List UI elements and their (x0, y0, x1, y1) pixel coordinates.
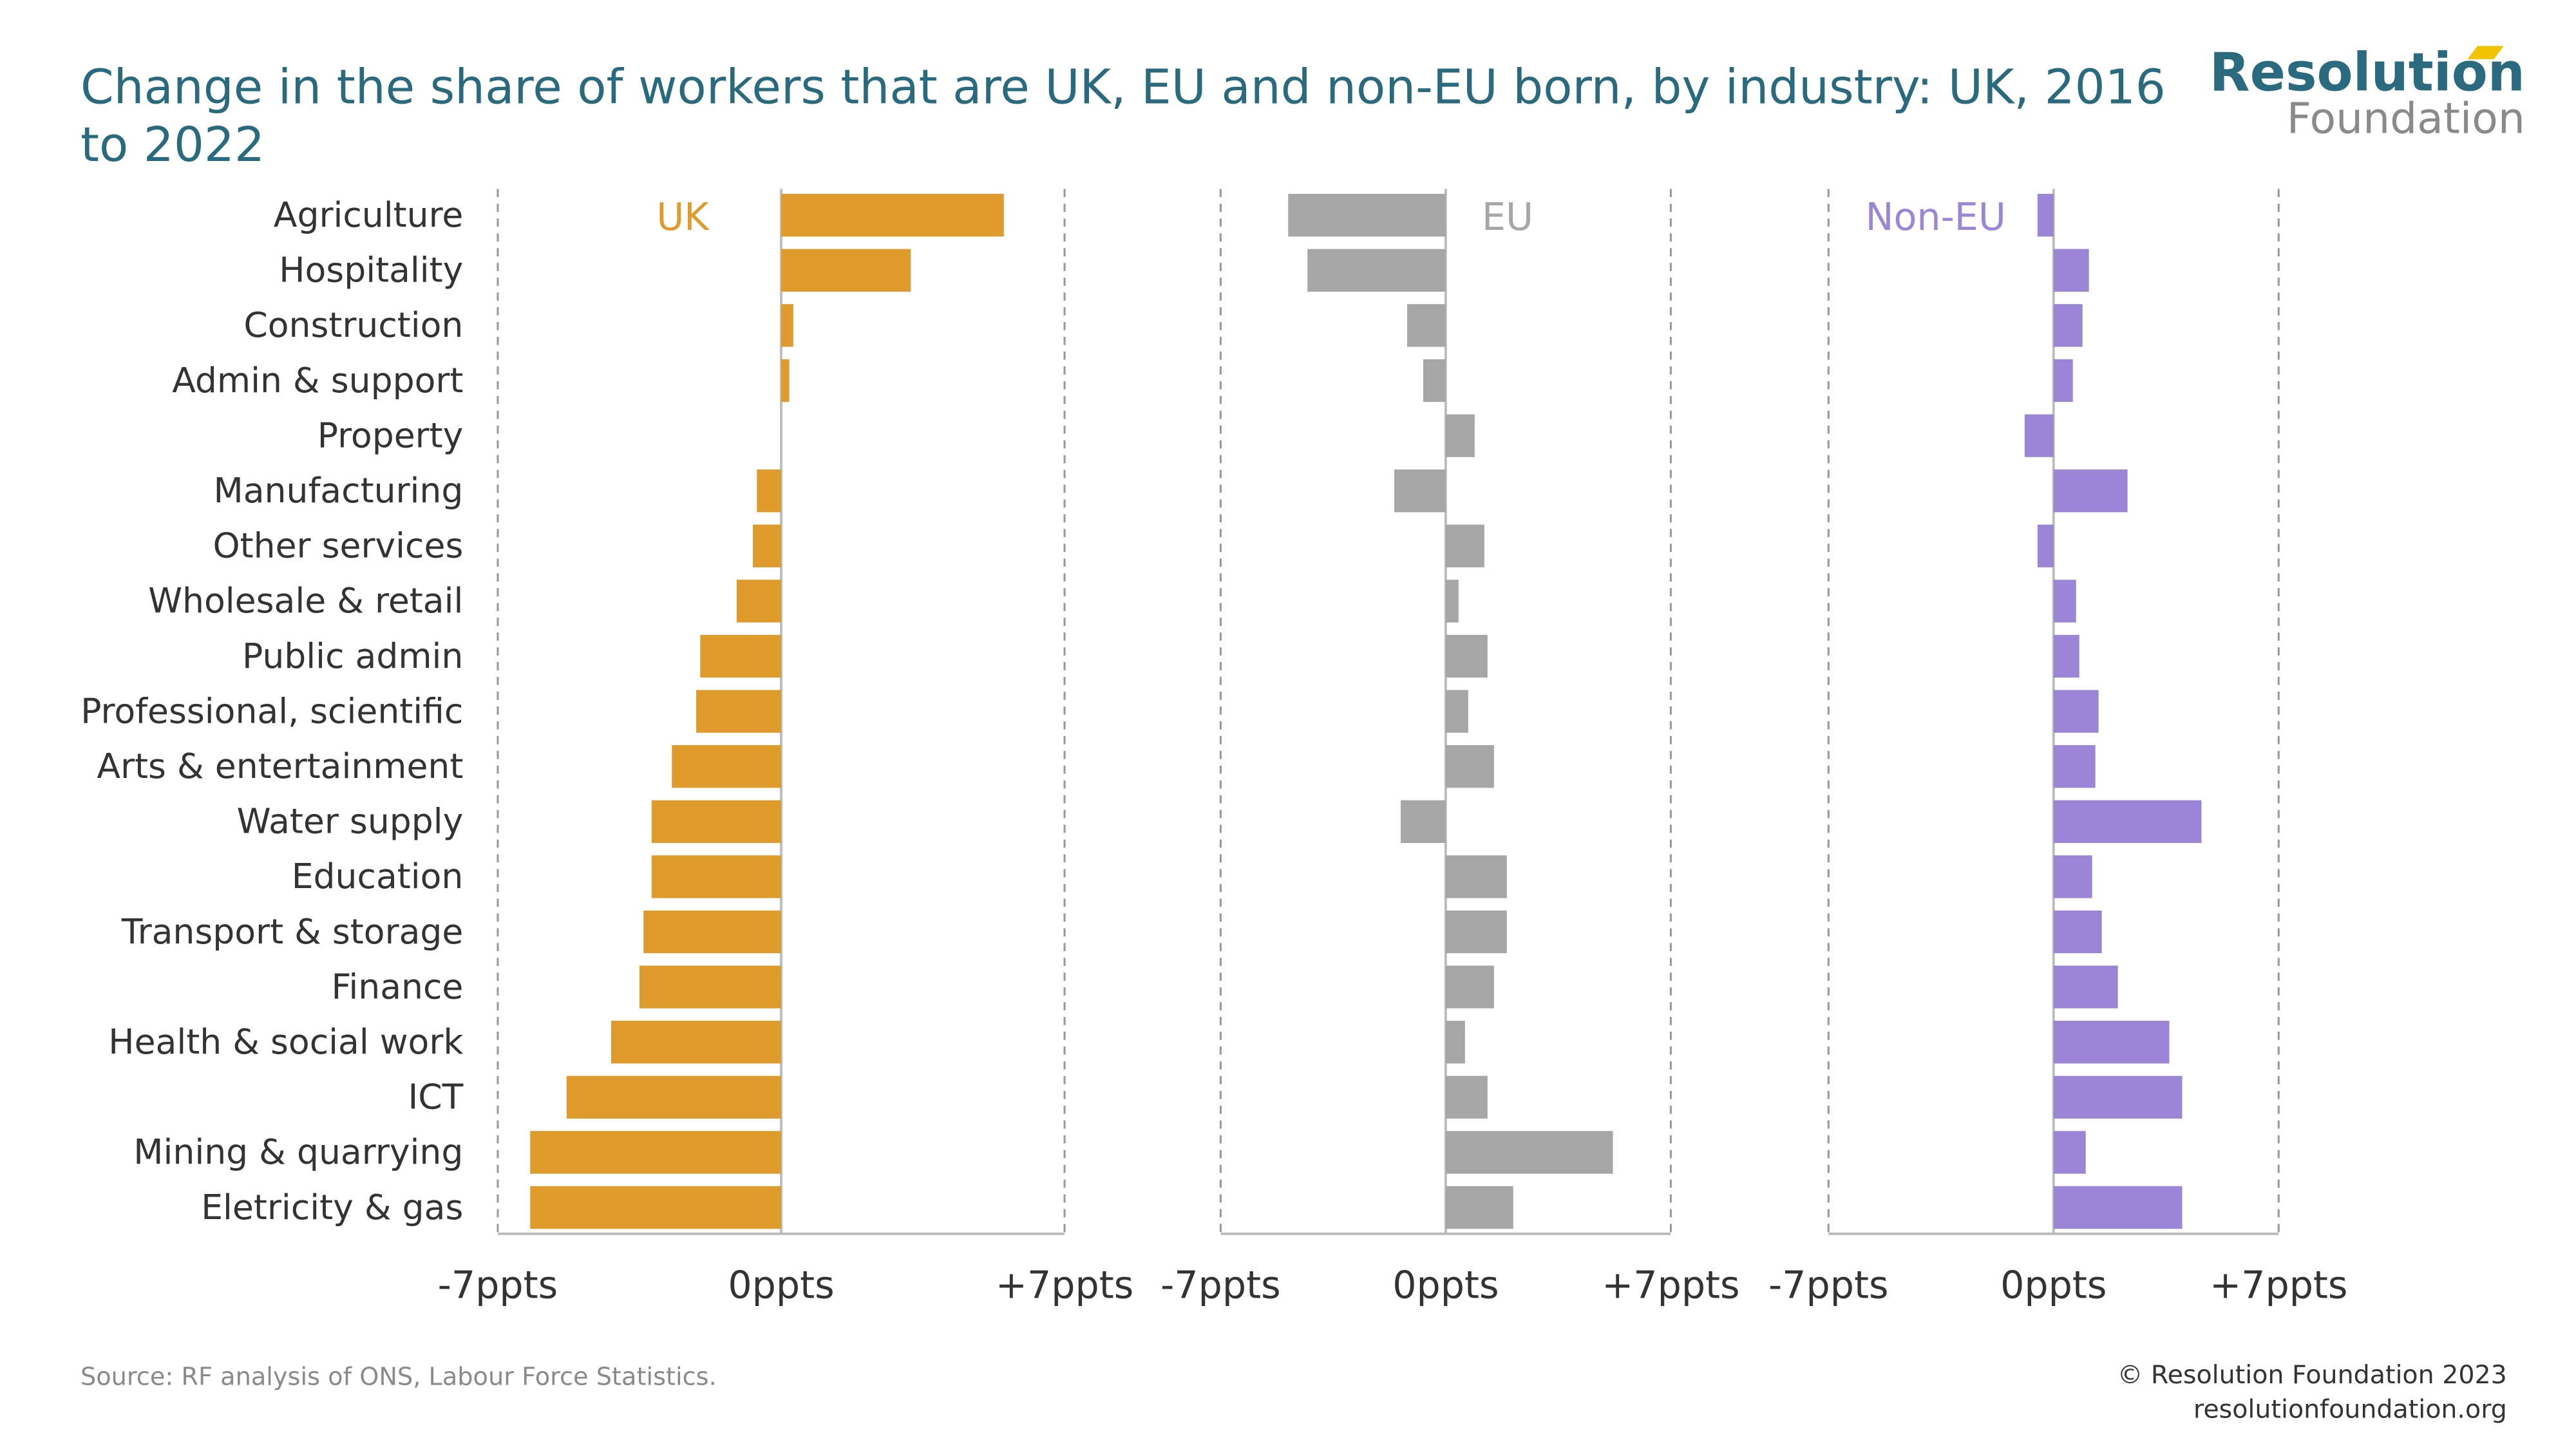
bar (1423, 359, 1446, 402)
bar (1307, 249, 1446, 292)
bar (700, 634, 782, 678)
bar (2024, 414, 2054, 457)
chart-title: Change in the share of workers that are … (80, 59, 2166, 173)
logo-line1: Resolution (2210, 42, 2525, 103)
category-label: Finance (331, 966, 463, 1007)
bar (1288, 194, 1446, 237)
bar (2053, 359, 2073, 402)
bar (753, 524, 782, 567)
bar (1445, 855, 1507, 898)
bar (736, 580, 782, 623)
category-label: Other services (213, 526, 463, 566)
bar (757, 469, 782, 513)
bar (2053, 580, 2076, 623)
x-tick-label: +7ppts (1602, 1263, 1740, 1307)
category-label: Admin & support (172, 360, 463, 401)
category-label: Health & social work (108, 1021, 463, 1062)
source-note: Source: RF analysis of ONS, Labour Force… (80, 1363, 717, 1392)
bar (643, 910, 782, 954)
bar (651, 800, 782, 843)
bar (639, 965, 782, 1009)
x-tick-label: 0ppts (728, 1263, 834, 1307)
bar (2053, 855, 2092, 898)
category-label: Water supply (237, 801, 464, 842)
bar (2053, 800, 2202, 843)
bar (1445, 965, 1494, 1009)
logo-accent (2467, 46, 2504, 59)
bar (1406, 304, 1446, 347)
bar (1445, 690, 1468, 733)
bar (781, 194, 1004, 237)
category-label: Hospitality (279, 250, 463, 290)
bar (781, 359, 790, 402)
bar (2053, 469, 2128, 513)
bar (651, 855, 782, 898)
x-tick-label: +7ppts (2210, 1263, 2348, 1307)
bar (1445, 1075, 1488, 1119)
bar (2053, 1075, 2183, 1119)
bar (1445, 910, 1507, 954)
category-label: ICT (408, 1077, 463, 1117)
bar (1445, 1186, 1513, 1229)
bar (566, 1075, 782, 1119)
category-label: Property (317, 415, 464, 455)
category-label: Mining & quarrying (133, 1132, 463, 1172)
bar (2053, 1186, 2183, 1229)
category-label: Manufacturing (214, 470, 464, 511)
x-tick-label: 0ppts (2000, 1263, 2107, 1307)
x-tick-label: +7ppts (996, 1263, 1134, 1307)
bar (2053, 690, 2099, 733)
category-label: Education (292, 856, 464, 896)
bar (2053, 965, 2118, 1009)
category-label: Eletricity & gas (201, 1187, 463, 1227)
x-tick-label: -7ppts (1768, 1263, 1889, 1307)
bar (781, 304, 793, 347)
category-label: Professional, scientific (80, 690, 463, 731)
bar (1445, 1131, 1613, 1174)
series-label: EU (1482, 195, 1533, 239)
copyright: © Resolution Foundation 2023 (2117, 1360, 2507, 1390)
bar (2053, 304, 2083, 347)
bar (1445, 524, 1484, 567)
category-label: Agriculture (274, 194, 464, 235)
website: resolutionfoundation.org (2193, 1395, 2507, 1425)
bar (2053, 1021, 2170, 1064)
x-tick-label: -7ppts (1160, 1263, 1281, 1307)
bar (696, 690, 782, 733)
bar (1394, 469, 1446, 513)
bar (1445, 580, 1459, 623)
series-label: Non-EU (1866, 195, 2006, 239)
x-tick-label: 0ppts (1392, 1263, 1499, 1307)
bar (1401, 800, 1446, 843)
bar (2053, 745, 2096, 788)
bar (1445, 745, 1494, 788)
category-label: Arts & entertainment (97, 746, 463, 786)
category-label: Transport & storage (121, 911, 464, 952)
series-label: UK (656, 195, 710, 239)
category-label: Public admin (242, 636, 463, 676)
category-label: Construction (243, 305, 463, 345)
bar (2053, 249, 2089, 292)
bar (1445, 634, 1488, 678)
category-label: Wholesale & retail (148, 580, 463, 621)
bar (2053, 634, 2079, 678)
title-box: Change in the share of workers that are … (80, 59, 2166, 173)
bar (2037, 194, 2054, 237)
logo-line2: Foundation (2287, 93, 2525, 144)
bar (2053, 910, 2102, 954)
bar (611, 1021, 782, 1064)
bar (530, 1186, 782, 1229)
bar (2037, 524, 2054, 567)
bar (672, 745, 782, 788)
bar (781, 249, 911, 292)
bar (1445, 414, 1475, 457)
bar (2053, 1131, 2086, 1174)
bar (1445, 1021, 1465, 1064)
bar (530, 1131, 782, 1174)
x-tick-label: -7ppts (438, 1263, 558, 1307)
